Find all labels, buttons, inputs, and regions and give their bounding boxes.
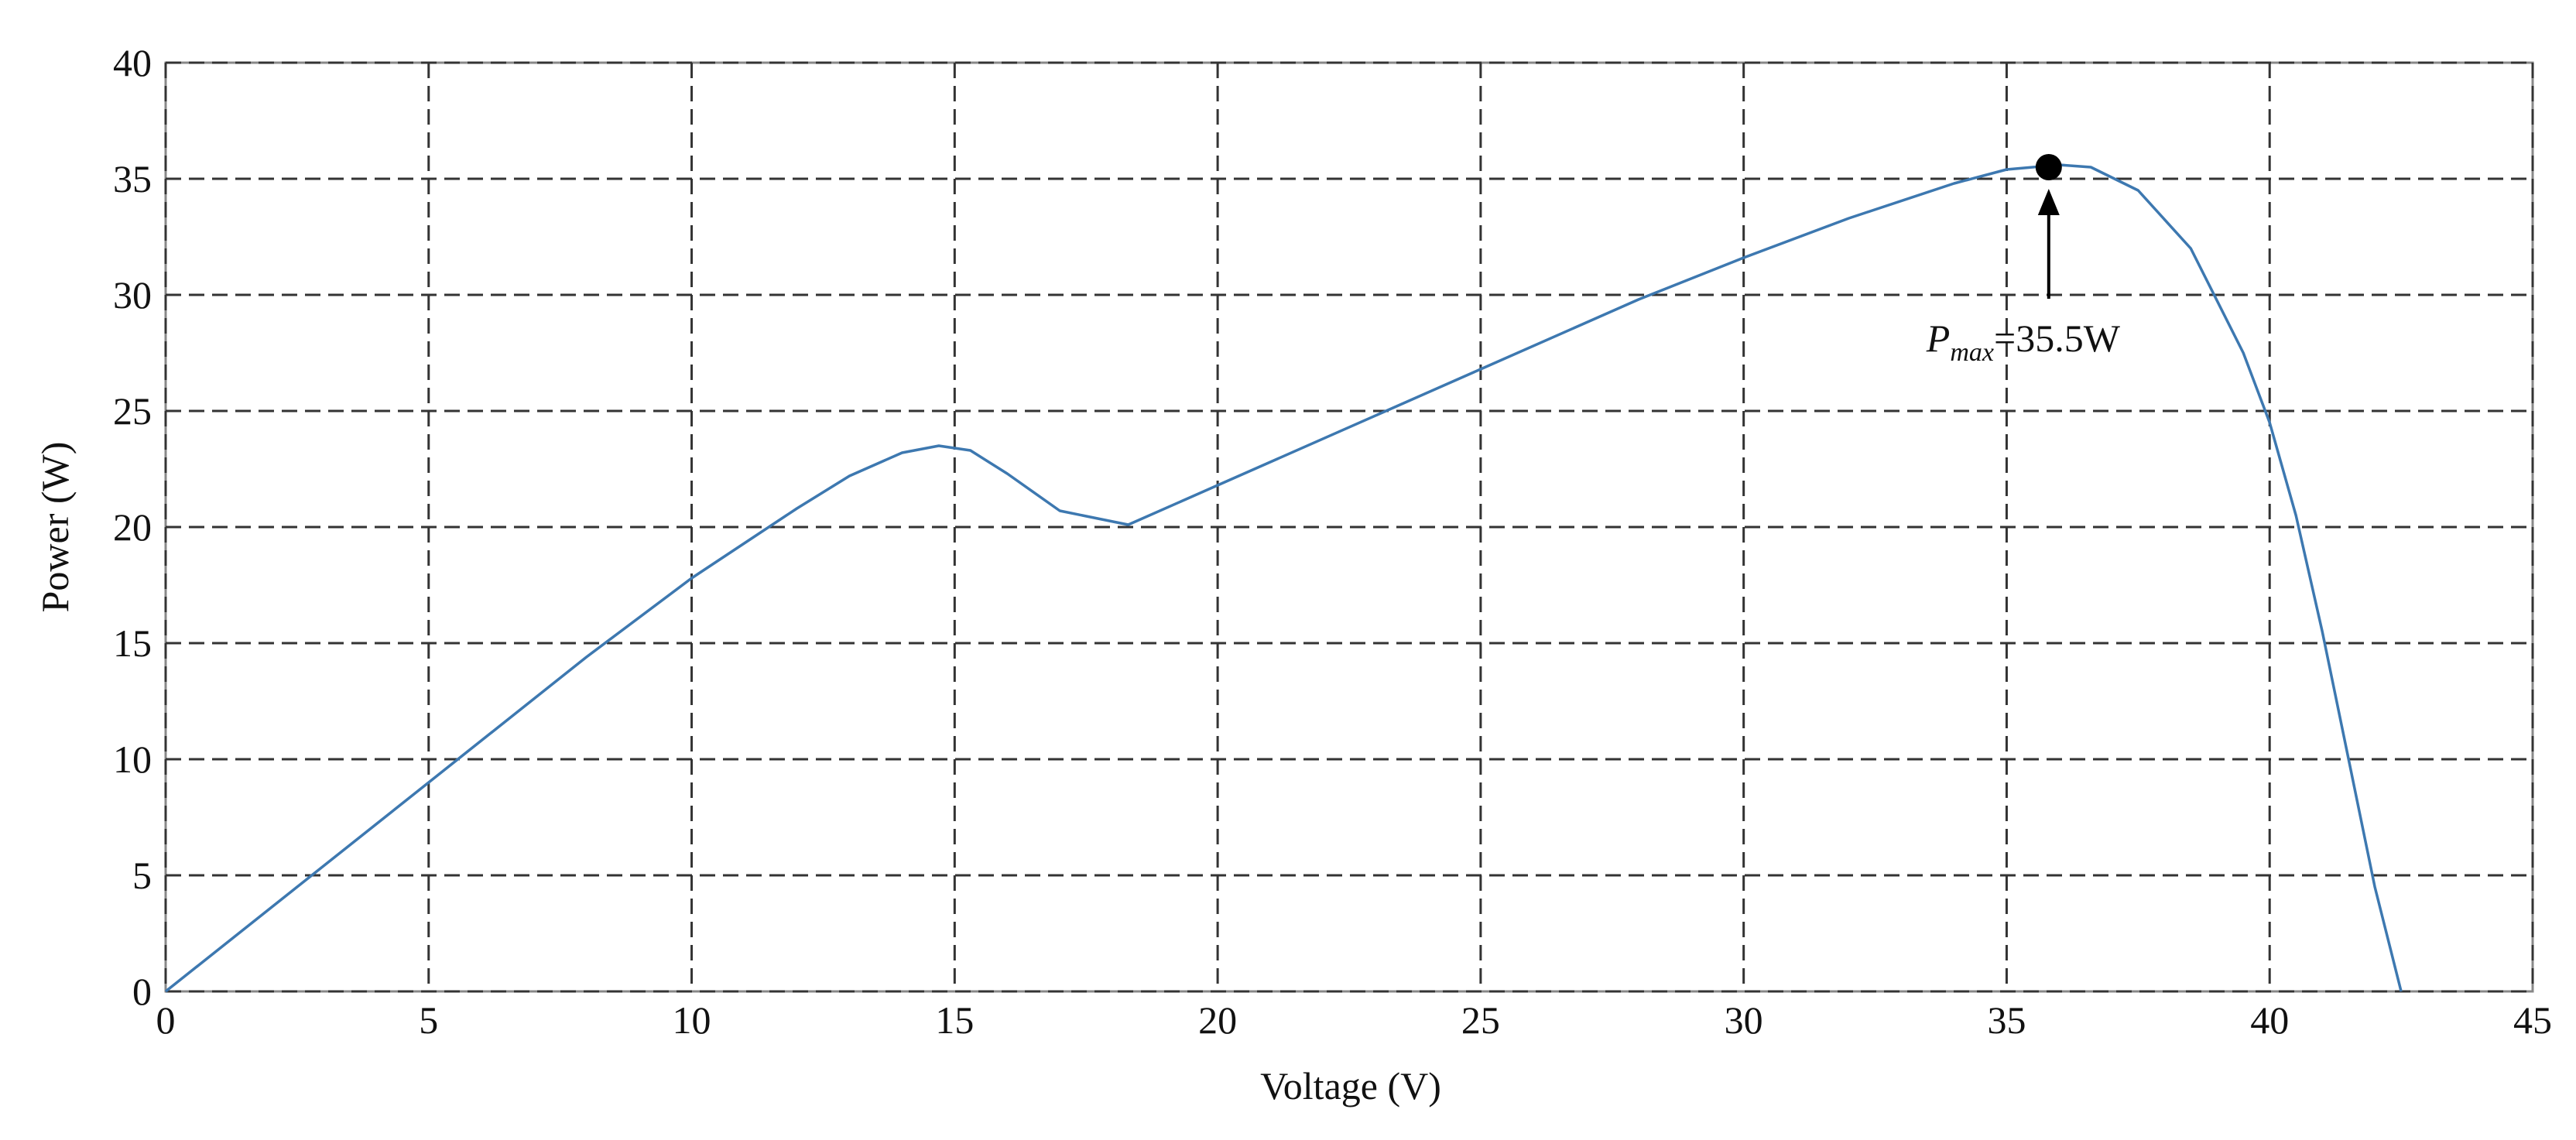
y-tick-label: 0 — [132, 970, 152, 1013]
y-tick-label: 30 — [113, 273, 152, 317]
y-tick-label: 25 — [113, 389, 152, 433]
x-tick-label: 40 — [2250, 998, 2289, 1042]
plot-area — [164, 61, 2534, 993]
data-line — [164, 163, 2403, 993]
annotation-symbol: P — [1926, 317, 1951, 360]
y-tick-label: 10 — [113, 738, 152, 781]
x-tick-label: 0 — [156, 998, 176, 1042]
x-tick-label: 10 — [673, 998, 711, 1042]
y-tick-label: 15 — [113, 621, 152, 665]
annotation-text: =35.5W — [1994, 317, 2121, 360]
y-tick-label: 40 — [113, 41, 152, 84]
y-tick-label: 35 — [113, 157, 152, 200]
x-tick-label: 35 — [1987, 998, 2026, 1042]
x-tick-label: 45 — [2513, 998, 2552, 1042]
x-tick-label: 25 — [1461, 998, 1500, 1042]
y-axis-label: Power (W) — [33, 442, 77, 613]
x-tick-label: 20 — [1198, 998, 1237, 1042]
max-point — [2035, 154, 2062, 180]
x-tick-label: 15 — [935, 998, 974, 1042]
annotation-subscript: max — [1950, 338, 1994, 367]
x-tick-label: 30 — [1725, 998, 1763, 1042]
y-tick-label: 20 — [113, 505, 152, 549]
annotation-arrowhead — [2037, 189, 2060, 215]
annotation: Pmax=35.5W — [1926, 317, 2121, 367]
x-axis-label: Voltage (V) — [1260, 1064, 1441, 1107]
y-tick-label: 5 — [132, 854, 152, 897]
x-tick-label: 5 — [419, 998, 438, 1042]
